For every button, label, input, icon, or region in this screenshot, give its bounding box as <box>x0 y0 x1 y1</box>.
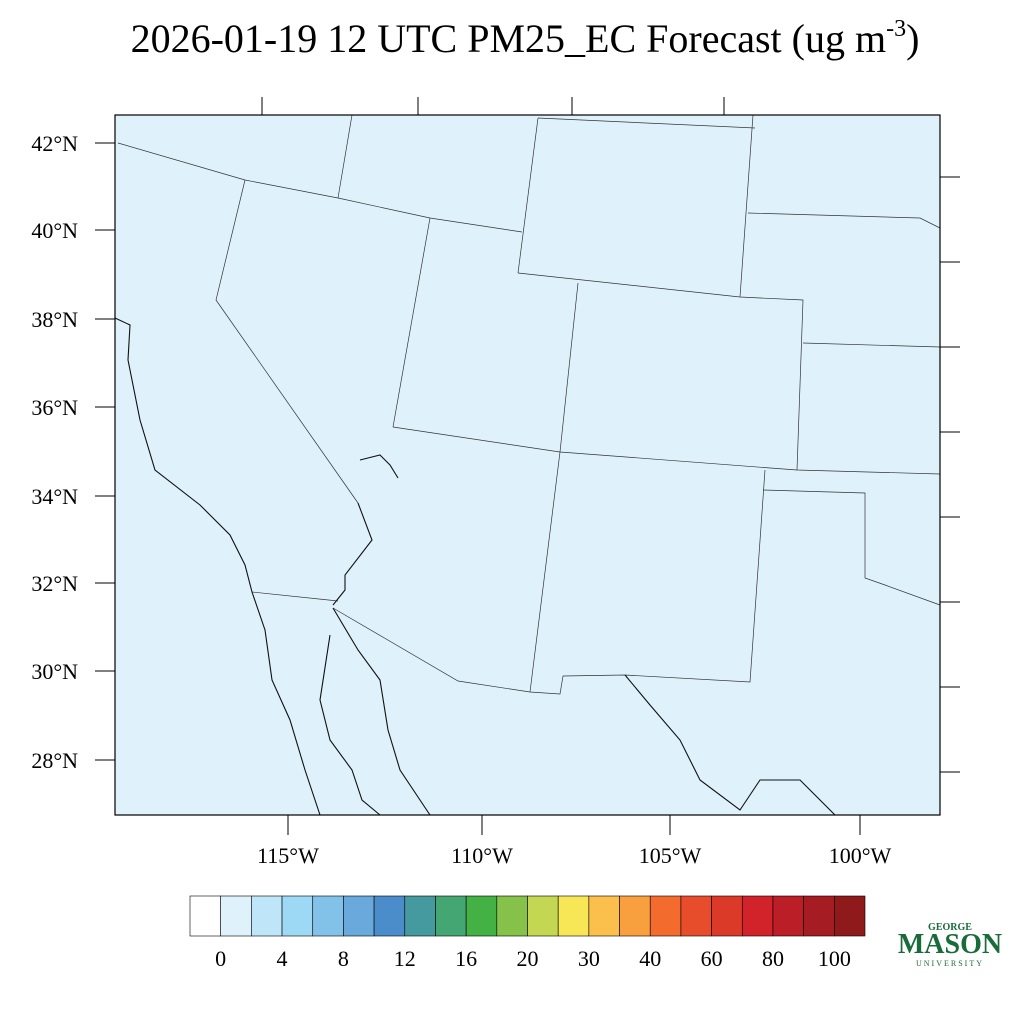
colorbar-label: 40 <box>639 946 661 971</box>
colorbar-box <box>189 895 221 937</box>
boundaries <box>114 114 941 816</box>
colorbar-label: 16 <box>455 946 477 971</box>
latitude-label: 42°N <box>31 131 78 156</box>
colorbar-box <box>435 895 467 937</box>
colorbar-label: 20 <box>517 946 539 971</box>
colorbar-box <box>251 895 283 937</box>
latitude-label: 40°N <box>31 218 78 243</box>
colorbar-box <box>281 895 314 937</box>
logo-bottom: UNIVERSITY <box>916 959 984 968</box>
longitude-label: 100°W <box>829 843 892 868</box>
longitude-label: 105°W <box>639 843 702 868</box>
colorbar-box <box>834 895 866 937</box>
map-field <box>115 115 940 815</box>
title-close: ) <box>906 16 919 61</box>
colorbar-label: 12 <box>394 946 416 971</box>
map-frame <box>114 114 941 816</box>
title-main: 2026-01-19 12 UTC PM25_EC Forecast (ug m <box>131 16 887 61</box>
logo-top: GEORGE <box>928 922 972 933</box>
colorbar-box <box>527 895 559 937</box>
colorbar-label: 30 <box>578 946 600 971</box>
latitude-label: 36°N <box>31 395 78 420</box>
colorbar-label: 8 <box>338 946 349 971</box>
latitude-label: 34°N <box>31 484 78 509</box>
colorbar-box <box>772 895 804 937</box>
colorbar-box <box>619 895 651 937</box>
latitude-label: 32°N <box>31 571 78 596</box>
colorbar-box <box>220 895 252 937</box>
latitude-label: 30°N <box>31 659 78 684</box>
colorbar-box <box>496 895 528 937</box>
title: 2026-01-19 12 UTC PM25_EC Forecast (ug m… <box>131 16 920 61</box>
colorbar-box <box>741 895 774 937</box>
colorbar-label: 0 <box>215 946 226 971</box>
colorbar-box <box>680 895 712 937</box>
latitude-label: 38°N <box>31 307 78 332</box>
colorbar-box <box>649 895 682 937</box>
colorbar-box <box>312 895 344 937</box>
colorbar-box <box>803 895 835 937</box>
gmu-logo: GEORGE MASON UNIVERSITY <box>898 922 1002 968</box>
colorbar-box <box>343 895 375 937</box>
longitude-label: 115°W <box>257 843 319 868</box>
colorbar-box <box>557 895 590 937</box>
colorbar-label: 60 <box>701 946 723 971</box>
colorbar-box <box>404 895 436 937</box>
colorbar-label: 4 <box>277 946 288 971</box>
colorbar-label: 80 <box>762 946 784 971</box>
colorbar-box <box>711 895 743 937</box>
title-superscript: -3 <box>886 16 906 42</box>
colorbar-label: 100 <box>818 946 851 971</box>
colorbar-box <box>465 895 498 937</box>
colorbar-box <box>373 895 406 937</box>
colorbar-box <box>588 895 620 937</box>
logo-main: MASON <box>898 929 1002 960</box>
latitude-label: 28°N <box>31 748 78 773</box>
longitude-label: 110°W <box>451 843 513 868</box>
colorbar: 0 4 8 12 16 20 30 40 60 80 100 <box>189 895 866 971</box>
